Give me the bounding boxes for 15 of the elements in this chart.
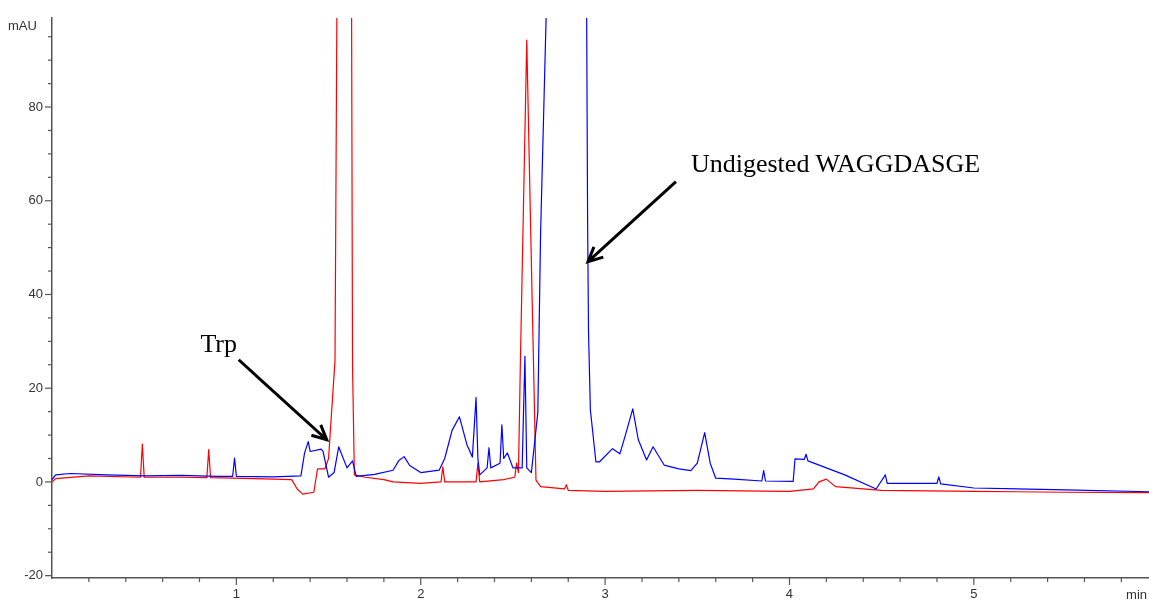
y-tick-label: -20 (24, 567, 43, 583)
y-tick-label: 80 (28, 98, 43, 114)
x-tick-label: 3 (601, 586, 609, 602)
x-tick-label: 4 (785, 586, 794, 602)
y-tick-label: 40 (28, 286, 43, 302)
x-axis-title: min (1126, 587, 1147, 603)
annotation: Trp (200, 328, 238, 358)
y-tick-label: 60 (28, 192, 43, 208)
x-tick-label: 1 (232, 586, 240, 602)
x-tick-label: 5 (970, 586, 978, 602)
y-tick-label: 20 (28, 379, 43, 395)
y-tick-label: 0 (35, 473, 43, 489)
y-axis-title: mAU (8, 17, 37, 33)
x-tick-label: 2 (417, 586, 425, 602)
annotation: Undigested WAGGDASGE (690, 148, 981, 178)
